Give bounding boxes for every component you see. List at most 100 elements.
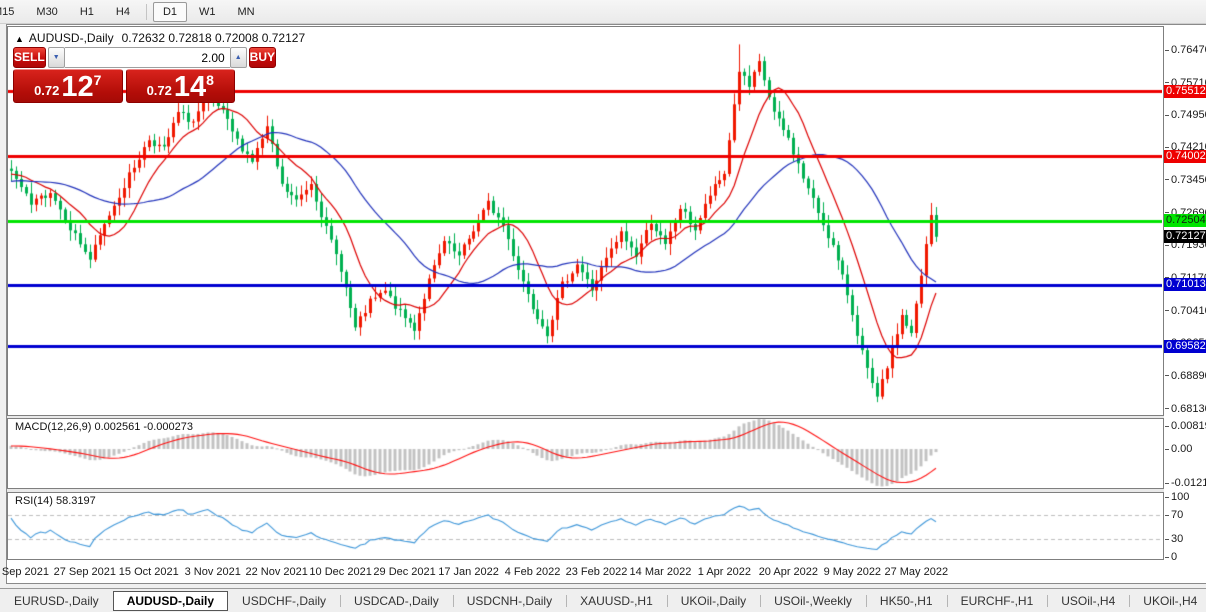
rsi-axis-label: 0 (1171, 551, 1178, 563)
price-axis-tick (1165, 114, 1169, 116)
one-click-trade-panel: SELL ▼ ▲ BUY 0.72 12 7 0.72 14 8 (13, 47, 277, 103)
macd-panel-frame (7, 418, 1164, 489)
chart-tab-usdcad-daily[interactable]: USDCAD-,Daily (340, 591, 453, 611)
chart-tab-usdchf-daily[interactable]: USDCHF-,Daily (242, 593, 327, 608)
quote-ohlc: 0.72632 0.72818 0.72008 0.72127 (121, 31, 306, 45)
date-axis-label: 1 Apr 2022 (697, 566, 751, 578)
panel-splitter[interactable] (7, 416, 1164, 418)
price-axis-tick (1165, 310, 1169, 312)
price-axis-tick (1165, 82, 1169, 84)
sell-price-display[interactable]: 0.72 12 7 (13, 69, 123, 103)
price-level-badge: 0.75512 (1164, 84, 1206, 98)
sell-price-prefix: 0.72 (34, 83, 60, 98)
main-chart-frame (7, 26, 1164, 416)
price-level-badge: 0.69582 (1164, 339, 1206, 353)
date-axis-label: 4 Feb 2022 (504, 566, 561, 578)
sell-button[interactable]: SELL (13, 47, 46, 68)
price-level-badge: 0.71013 (1164, 278, 1206, 292)
chart-tab-eurusd-daily[interactable]: EURUSD-,Daily (14, 593, 99, 608)
sell-price-big: 12 (61, 71, 94, 103)
timeframe-button-h1[interactable]: H1 (79, 5, 94, 18)
timeframe-button-d1[interactable]: D1 (152, 1, 187, 22)
collapse-panel-icon[interactable]: ▲ (15, 34, 24, 44)
rsi-axis-tick (1165, 538, 1169, 540)
price-axis-tick (1165, 212, 1169, 214)
buy-button[interactable]: BUY (248, 47, 277, 68)
volume-increase-icon[interactable]: ▲ (229, 47, 247, 68)
volume-decrease-icon[interactable]: ▼ (47, 47, 65, 68)
macd-axis-label: -0.01212 (1171, 477, 1206, 489)
macd-axis-tick (1165, 425, 1169, 427)
macd-label: MACD(12,26,9) 0.002561 -0.000273 (15, 421, 193, 433)
price-axis-tick (1165, 146, 1169, 148)
price-axis-tick (1165, 244, 1169, 246)
rsi-axis-tick (1165, 514, 1169, 516)
buy-price-big: 14 (173, 71, 207, 103)
price-level-badge: 0.74002 (1164, 149, 1206, 163)
chart-tab-usoil-h4[interactable]: USOil-,H4 (1047, 591, 1129, 611)
timeframe-button-m15[interactable]: M15 (0, 5, 15, 18)
quote-symbol: AUDUSD-,Daily (28, 31, 114, 45)
date-axis-label: 14 Mar 2022 (629, 566, 692, 578)
date-axis-label: 23 Feb 2022 (565, 566, 628, 578)
chart-window: ▲ AUDUSD-,Daily 0.72632 0.72818 0.72008 0.… (0, 24, 1206, 584)
timeframe-button-h4[interactable]: H4 (115, 5, 130, 18)
date-axis-label: 8 Sep 2021 (0, 566, 49, 578)
date-axis-label: 22 Nov 2021 (245, 566, 308, 578)
chart-tab-audusd-daily[interactable]: AUDUSD-,Daily (112, 590, 229, 611)
rsi-axis-label: 30 (1171, 533, 1184, 545)
price-axis-tick (1165, 179, 1169, 181)
rsi-axis-label: 100 (1171, 491, 1190, 503)
macd-indicator-chart[interactable] (8, 419, 1162, 488)
date-axis-label: 10 Dec 2021 (309, 566, 372, 578)
timeframe-toolbar: M15 M30 H1 H4 D1 W1 MN (0, 0, 1206, 24)
buy-price-pip: 8 (206, 72, 214, 88)
date-axis-label: 9 May 2022 (823, 566, 882, 578)
toolbar-separator (145, 3, 147, 20)
price-level-badge: 0.72504 (1164, 214, 1206, 228)
price-axis-tick (1165, 277, 1169, 279)
chart-tab-hk50-h1[interactable]: HK50-,H1 (865, 591, 947, 611)
sell-price-pip: 7 (93, 72, 102, 88)
chart-tab-usoil-weekly[interactable]: USOil-,Weekly (760, 591, 866, 611)
panel-splitter[interactable] (7, 489, 1164, 492)
chart-tab-ukoil-daily[interactable]: UKOil-,Daily (666, 591, 760, 611)
timeframe-button-mn[interactable]: MN (237, 5, 255, 18)
rsi-axis-tick (1165, 556, 1169, 558)
buy-price-display[interactable]: 0.72 14 8 (125, 69, 235, 103)
buy-price-prefix: 0.72 (146, 83, 172, 98)
rsi-indicator-chart[interactable] (8, 493, 1162, 559)
macd-axis-tick (1165, 448, 1169, 450)
rsi-label: RSI(14) 58.3197 (15, 495, 96, 507)
rsi-axis-tick (1165, 496, 1169, 498)
date-axis-label: 27 Sep 2021 (53, 566, 116, 578)
chart-tab-xauusd-h1[interactable]: XAUUSD-,H1 (566, 591, 667, 611)
quote-line: ▲ AUDUSD-,Daily 0.72632 0.72818 0.72008 0.… (15, 31, 305, 45)
chart-tab-eurchf-h1[interactable]: EURCHF-,H1 (946, 591, 1048, 611)
macd-axis-label: 0.00819 (1171, 420, 1206, 433)
volume-input[interactable] (64, 47, 230, 68)
price-axis-tick (1165, 375, 1169, 377)
date-axis-label: 15 Oct 2021 (118, 566, 179, 578)
date-axis-label: 29 Dec 2021 (373, 566, 436, 578)
macd-axis-label: 0.00 (1171, 443, 1193, 455)
timeframe-button-m30[interactable]: M30 (36, 5, 58, 18)
date-axis-label: 3 Nov 2021 (184, 566, 241, 578)
date-axis-label: 20 Apr 2022 (758, 566, 819, 578)
price-axis-tick (1165, 408, 1169, 410)
price-axis-tick (1165, 49, 1169, 51)
rsi-panel-frame (7, 492, 1164, 560)
chart-tab-usdcnh-daily[interactable]: USDCNH-,Daily (452, 591, 566, 611)
macd-axis-tick (1165, 482, 1169, 484)
volume-spinner: ▼ ▲ (47, 47, 247, 68)
timeframe-button-w1[interactable]: W1 (199, 5, 216, 18)
chart-tab-ukoil-h4[interactable]: UKOil-,H4 (1129, 591, 1206, 611)
date-axis-label: 27 May 2022 (884, 566, 949, 578)
